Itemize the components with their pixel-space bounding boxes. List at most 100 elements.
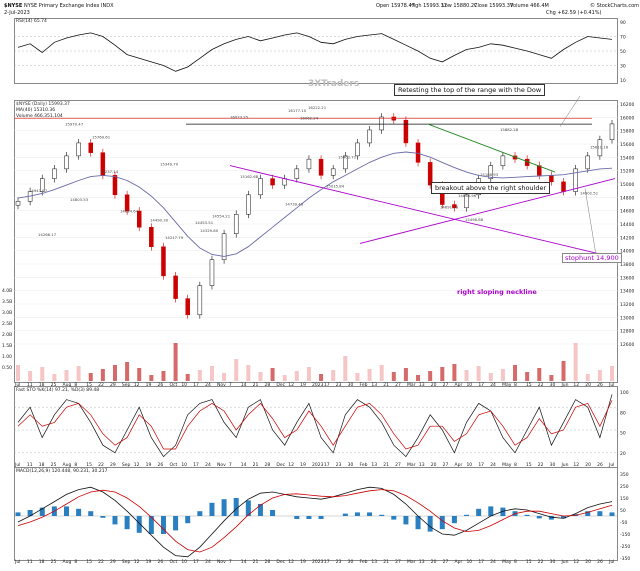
volume-value: Volume 466.4M — [510, 3, 549, 9]
date-tick: 30 — [348, 382, 354, 388]
date-tick: 8 — [74, 462, 77, 468]
date-tick: Feb — [360, 462, 368, 468]
high-value: High 15993.37 — [410, 3, 447, 9]
candle-body — [452, 204, 457, 209]
date-tick: 27 — [443, 462, 449, 468]
date-tick: 21 — [253, 462, 259, 468]
price-value-label: 15237.14 — [100, 169, 119, 174]
volume-bar — [525, 372, 530, 381]
date-tick: 19 — [146, 382, 152, 388]
volume-bar — [100, 369, 105, 381]
candle-body — [403, 119, 409, 144]
rsi-line — [17, 32, 613, 72]
rsi-tick: 90 — [620, 20, 626, 26]
date-tick: 14 — [241, 382, 247, 388]
macd-hist-bar — [197, 511, 203, 516]
candle-body — [306, 158, 312, 170]
macd-hist-bar — [88, 511, 94, 516]
macd-hist-bar — [524, 514, 530, 516]
chart-date: 2-Jul-2023 — [4, 10, 30, 16]
volume-bar — [294, 371, 299, 381]
date-tick: Dec — [276, 382, 285, 388]
volume-tick: 2.5B — [2, 321, 12, 327]
date-tick: 12 — [134, 382, 140, 388]
date-tick: 17 — [193, 559, 199, 565]
candle-body — [161, 246, 166, 277]
date-tick: 27 — [395, 559, 401, 565]
date-tick: Sep — [122, 462, 131, 468]
date-tick: 11 — [27, 559, 33, 565]
price-panel — [14, 100, 618, 383]
date-tick: 28 — [264, 382, 270, 388]
candle-body — [488, 165, 494, 179]
neckline-up — [359, 178, 616, 244]
chart-name: NYSE Primary Exchange Index INDX — [24, 3, 114, 9]
date-tick: 12 — [288, 559, 294, 565]
price-value-label: 16177.10 — [288, 108, 307, 113]
date-tick: Jul — [608, 559, 614, 565]
macd-hist-bar — [342, 513, 348, 516]
volume-bar — [476, 366, 481, 381]
price-value-label: 15462.71 — [338, 154, 357, 159]
date-tick: 27 — [443, 559, 449, 565]
volume-bar — [137, 368, 142, 381]
date-tick: 12 — [288, 382, 294, 388]
candle-body — [76, 142, 81, 157]
price-value-label: 15611.16 — [590, 145, 609, 150]
price-value-label: 15162.68 — [240, 174, 259, 179]
macd-tick: -150 — [620, 532, 630, 538]
date-tick: 15 — [526, 559, 532, 565]
volume-tick: 0.50 — [2, 365, 12, 371]
macd-tick: -250 — [620, 544, 630, 550]
candle-body — [246, 194, 251, 215]
date-tick: 19 — [300, 559, 306, 565]
date-tick: 20 — [585, 462, 591, 468]
date-tick: 26 — [158, 559, 164, 565]
candle-body — [124, 194, 130, 212]
volume-tick: 3.5B — [2, 299, 12, 305]
date-tick: 26 — [158, 382, 164, 388]
volume-bar — [513, 365, 518, 381]
stop-annotation: stophunt 14,900 — [562, 253, 622, 263]
date-tick: May — [502, 462, 512, 468]
volume-bar — [391, 372, 396, 381]
candle-body — [561, 181, 566, 192]
volume-bar — [197, 370, 202, 381]
price-tick: 14200 — [620, 235, 634, 241]
date-tick: 14 — [241, 559, 247, 565]
date-tick: 18 — [39, 382, 45, 388]
date-tick: Nov — [217, 559, 226, 565]
price-tick: 14000 — [620, 249, 634, 255]
volume-bar — [464, 370, 469, 381]
date-tick: 24 — [490, 462, 496, 468]
candle-body — [221, 233, 227, 260]
price-value-label: 14803.53 — [70, 197, 89, 202]
macd-label: MACD(12,26,9) 120.448, 90.231, 30.217 — [16, 469, 108, 474]
volume-bar — [573, 343, 578, 381]
candle-body — [367, 129, 372, 144]
date-tick: 24 — [490, 382, 496, 388]
volume-bar — [440, 367, 445, 381]
date-tick: 27 — [395, 462, 401, 468]
macd-hist-bar — [476, 508, 482, 516]
date-tick: May — [502, 382, 512, 388]
price-tick: 15800 — [620, 129, 634, 135]
date-tick: 10 — [466, 382, 472, 388]
macd-hist-bar — [488, 506, 494, 516]
candle-body — [427, 162, 433, 186]
macd-hist-bar — [597, 511, 603, 516]
volume-bar — [331, 370, 336, 381]
macd-line — [17, 486, 613, 558]
macd-hist-bar — [379, 514, 385, 516]
date-tick: 24 — [205, 382, 211, 388]
volume-bar — [585, 374, 590, 381]
macd-hist-bar — [500, 507, 506, 516]
date-tick: 26 — [597, 559, 603, 565]
candle-body — [609, 123, 615, 140]
date-tick: 29 — [110, 559, 116, 565]
volume-bar — [428, 371, 433, 381]
price-label-3: Volume 466,351,104 — [16, 114, 63, 119]
date-tick: 10 — [181, 382, 187, 388]
date-tick: 22 — [98, 462, 104, 468]
volume-tick: 2.0B — [2, 332, 12, 338]
